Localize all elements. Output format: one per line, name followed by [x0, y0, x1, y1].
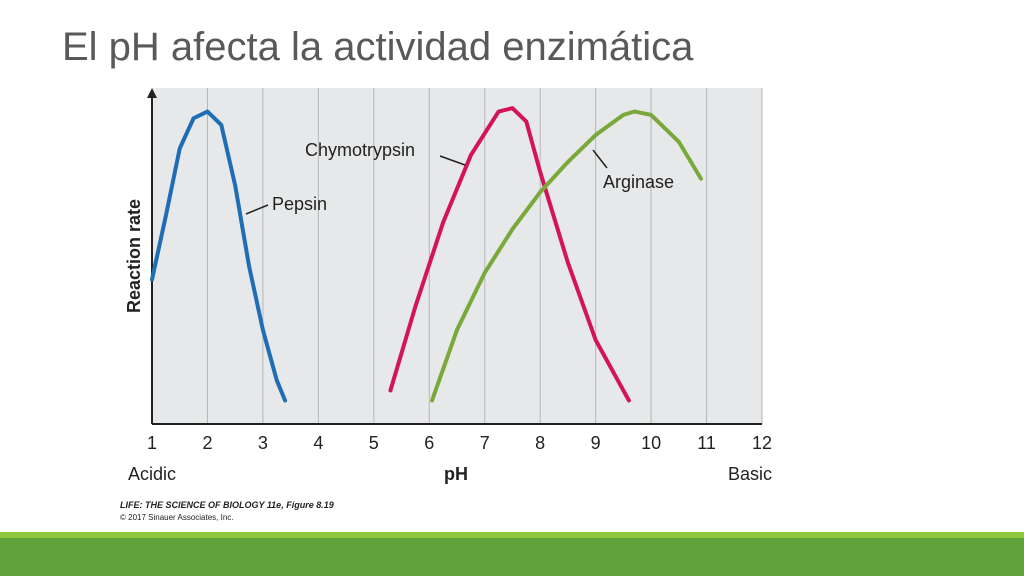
series-line — [150, 109, 288, 403]
x-tick-label: 12 — [752, 433, 772, 453]
x-tick-label: 11 — [697, 433, 716, 453]
series-line — [388, 106, 631, 403]
slide-title: El pH afecta la actividad enzimática — [62, 25, 694, 69]
series-label: Pepsin — [272, 194, 327, 214]
footer-band — [0, 538, 1024, 576]
x-axis-label: pH — [444, 464, 468, 484]
plot-background — [152, 88, 762, 424]
label-leader — [245, 204, 269, 215]
source-note: LIFE: THE SCIENCE OF BIOLOGY 11e, Figure… — [120, 500, 334, 510]
series-line — [430, 109, 703, 403]
series-label: Arginase — [603, 172, 674, 192]
x-tick-label: 2 — [202, 433, 212, 453]
x-tick-label: 10 — [641, 433, 661, 453]
x-label-right: Basic — [728, 464, 772, 484]
label-leader — [439, 155, 466, 166]
x-tick-label: 6 — [424, 433, 434, 453]
y-axis-label: Reaction rate — [124, 199, 144, 313]
x-tick-label: 9 — [591, 433, 601, 453]
x-tick-label: 1 — [147, 433, 157, 453]
x-tick-label: 8 — [535, 433, 545, 453]
x-tick-label: 3 — [258, 433, 268, 453]
x-tick-label: 4 — [313, 433, 323, 453]
series-label: Chymotrypsin — [305, 140, 415, 160]
copyright-note: © 2017 Sinauer Associates, Inc. — [120, 513, 234, 522]
footer-band-light — [0, 532, 1024, 538]
x-tick-label: 7 — [480, 433, 490, 453]
x-label-left: Acidic — [128, 464, 176, 484]
x-tick-label: 5 — [369, 433, 379, 453]
y-axis-arrow — [147, 88, 157, 98]
label-leader — [592, 149, 608, 169]
